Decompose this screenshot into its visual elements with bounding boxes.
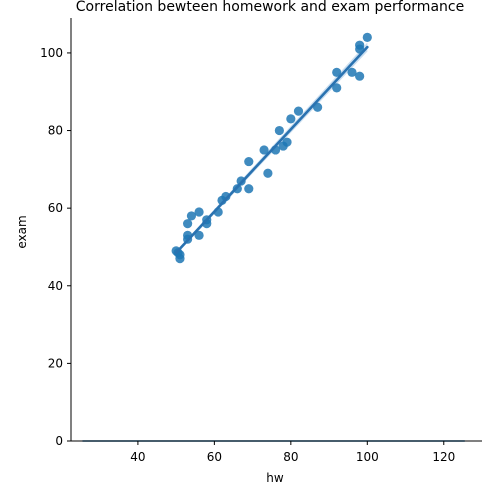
data-point [332, 83, 342, 93]
data-point [186, 211, 197, 221]
data-point [274, 125, 284, 136]
regression-line [174, 45, 369, 255]
data-point [244, 156, 254, 167]
data-point [355, 71, 365, 81]
data-point [221, 191, 231, 202]
x-tick-label: 120 [432, 450, 455, 464]
data-point [183, 219, 193, 229]
data-point [263, 168, 273, 178]
data-point [244, 184, 254, 194]
chart-title: Correlation bewteen homework and exam pe… [76, 0, 464, 15]
data-point [293, 106, 304, 116]
y-tick-label: 100 [40, 46, 63, 60]
y-tick-label: 0 [55, 434, 63, 448]
data-point [194, 207, 204, 217]
data-point [355, 40, 365, 50]
data-point [286, 114, 296, 124]
data-point [282, 137, 292, 147]
data-point [347, 67, 357, 77]
x-tick-label: 40 [130, 450, 145, 464]
y-axis-label: exam [15, 215, 29, 248]
x-tick-label: 100 [356, 450, 379, 464]
x-axis-label: hw [266, 471, 284, 485]
data-point [362, 32, 372, 43]
data-point [259, 145, 269, 155]
axes: 40 60 80 100 120 0 20 40 60 80 100 [40, 18, 482, 464]
y-tick-label: 40 [48, 279, 63, 293]
x-tick-label: 80 [283, 450, 298, 464]
data-point [194, 230, 204, 240]
y-tick-label: 80 [48, 124, 63, 138]
y-tick-label: 60 [48, 201, 63, 215]
y-tick-label: 20 [48, 356, 63, 370]
plot-marks [82, 32, 465, 442]
data-point [332, 67, 342, 77]
x-tick-label: 60 [207, 450, 222, 464]
